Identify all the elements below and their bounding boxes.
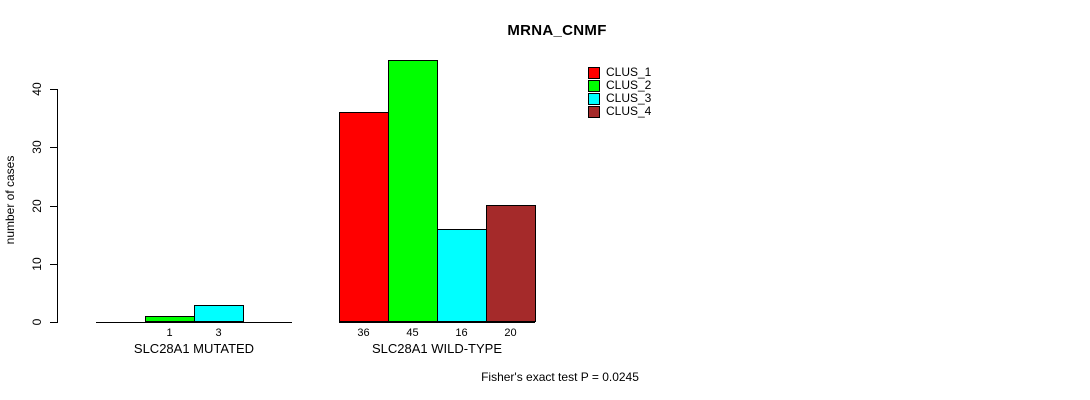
legend-label: CLUS_2: [606, 78, 652, 92]
bar-CLUS_3: [437, 229, 487, 322]
legend-label: CLUS_3: [606, 91, 652, 105]
y-tick: [50, 264, 57, 265]
bar-CLUS_1: [339, 112, 389, 322]
legend-label: CLUS_1: [606, 65, 652, 79]
y-tick: [50, 89, 57, 90]
y-tick-label: 0: [30, 318, 44, 326]
y-tick: [50, 206, 57, 207]
bar-value-label: 20: [504, 327, 517, 339]
group-label: SLC28A1 MUTATED: [133, 341, 255, 356]
bar-value-label: 1: [166, 327, 173, 339]
bar-CLUS_4: [486, 205, 536, 322]
y-tick-label: 10: [30, 257, 44, 271]
y-tick: [50, 147, 57, 148]
y-tick-label: 30: [30, 140, 44, 154]
legend-item: CLUS_4: [588, 105, 651, 118]
group-label: SLC28A1 WILD-TYPE: [371, 341, 503, 356]
bar-CLUS_3: [194, 305, 244, 322]
bar-value-label: 3: [215, 327, 222, 339]
legend-swatch: [588, 66, 600, 79]
legend: CLUS_1 CLUS_2 CLUS_3 CLUS_4: [588, 66, 651, 118]
y-tick-label: 20: [30, 199, 44, 213]
bar-value-label: 36: [357, 327, 370, 339]
y-tick: [50, 322, 57, 323]
legend-swatch: [588, 79, 600, 92]
y-tick-label: 40: [30, 82, 44, 96]
legend-item: CLUS_1: [588, 66, 651, 79]
chart-title: MRNA_CNMF: [507, 22, 607, 39]
bar-value-label: 45: [406, 327, 419, 339]
bar-CLUS_2: [145, 316, 195, 322]
legend-label: CLUS_4: [606, 104, 652, 118]
legend-item: CLUS_3: [588, 92, 651, 105]
bar-value-label: 16: [455, 327, 468, 339]
legend-swatch: [588, 92, 600, 105]
group-baseline: [96, 322, 292, 323]
y-axis-line: [57, 89, 58, 323]
bar-CLUS_2: [388, 60, 438, 322]
legend-item: CLUS_2: [588, 79, 651, 92]
fisher-test-annotation: Fisher's exact test P = 0.0245: [481, 370, 639, 384]
group-baseline: [339, 322, 535, 323]
legend-swatch: [588, 105, 600, 118]
